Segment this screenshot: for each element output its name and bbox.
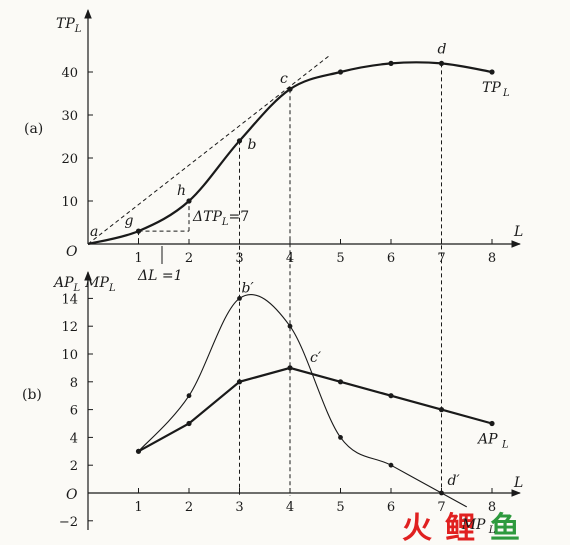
panel-a: (a) TPL L O bbox=[24, 9, 523, 260]
delta-tp-annotation: ΔTPL=7 bbox=[192, 209, 249, 228]
panel-a-x-tick-label: 7 bbox=[437, 251, 445, 266]
panel-b-y-tick-label: 10 bbox=[61, 348, 78, 363]
panel-b-origin: O bbox=[66, 487, 78, 503]
watermark-glyph-3: 鱼 bbox=[490, 511, 520, 545]
panel-b-y-tick-label: 6 bbox=[70, 404, 78, 419]
panel-a-x-tick-label: 1 bbox=[134, 251, 142, 266]
delta-annotations: ΔTPL=7 ΔL =1 bbox=[137, 209, 249, 284]
mp-point bbox=[186, 393, 192, 399]
tp-point bbox=[135, 228, 142, 234]
tp-point bbox=[388, 60, 394, 66]
mp-curve bbox=[138, 294, 468, 508]
panel-b-x-tick-label: 8 bbox=[488, 500, 496, 515]
point-label-b′: b′ bbox=[242, 280, 255, 296]
panel-b-y-tick-label: 14 bbox=[61, 292, 78, 307]
point-label-d: d bbox=[438, 41, 447, 57]
watermark-logo: 火 鲤 鱼 bbox=[402, 511, 520, 545]
point-label-d′: d′ bbox=[448, 473, 461, 489]
panel-b-x-tick-label: 3 bbox=[235, 500, 243, 515]
mp-point bbox=[338, 435, 343, 440]
panel-b-y-tick-label: 8 bbox=[70, 376, 78, 391]
panel-b-y-tick-label: −2 bbox=[59, 515, 78, 530]
mp-point bbox=[287, 323, 293, 329]
mp-point bbox=[388, 462, 394, 468]
panel-b-x-tick-label: 4 bbox=[286, 500, 294, 515]
panel-b-x-tick-label: 7 bbox=[437, 500, 445, 515]
point-label-c: c bbox=[280, 71, 288, 87]
delta-l-annotation: ΔL =1 bbox=[137, 268, 183, 284]
ap-point bbox=[186, 420, 192, 427]
panel-a-label: (a) bbox=[24, 121, 43, 137]
panel-a-x-tick-label: 3 bbox=[235, 251, 243, 266]
panel-b-y-tick-label: 4 bbox=[70, 431, 78, 446]
panel-a-y-tick-label: 10 bbox=[61, 195, 78, 210]
mp-point bbox=[136, 448, 141, 454]
ap-curve bbox=[137, 366, 493, 453]
panel-a-x-label: L bbox=[513, 224, 523, 240]
panel-b-y-label: APL MPL bbox=[52, 275, 116, 294]
point-label-g: g bbox=[125, 213, 134, 229]
point-label-b: b bbox=[248, 137, 257, 153]
panel-b-x-tick-label: 6 bbox=[387, 500, 395, 515]
panel-a-origin: O bbox=[66, 244, 78, 260]
panel-b-x-tick-label: 1 bbox=[134, 500, 142, 515]
panel-b: (b) APL MPL L O bbox=[22, 271, 523, 530]
mp-series-label-sub: L bbox=[488, 525, 496, 536]
mp-point bbox=[237, 296, 242, 301]
point-label-h: h bbox=[177, 183, 186, 199]
mp-series-label: MP bbox=[461, 517, 486, 533]
watermark-glyph-1: 火 bbox=[402, 511, 432, 545]
ap-series-label: AP bbox=[476, 432, 498, 448]
tp-series-label: TP bbox=[482, 80, 501, 96]
panel-b-x-label: L bbox=[513, 475, 523, 491]
point-label-a: a bbox=[90, 224, 98, 240]
tangent-dashed-line bbox=[87, 54, 331, 245]
panel-a-y-tick-label: 20 bbox=[61, 152, 78, 167]
panel-b-y-tick-label: 12 bbox=[61, 320, 78, 335]
ap-point bbox=[489, 420, 495, 427]
ap-point bbox=[287, 365, 293, 371]
tp-point bbox=[438, 60, 445, 66]
tp-point bbox=[186, 198, 192, 204]
tp-point bbox=[489, 69, 495, 75]
panel-a-x-tick-label: 6 bbox=[387, 251, 395, 266]
tp-point bbox=[337, 69, 344, 75]
point-label-c′: c′ bbox=[310, 350, 322, 366]
panel-a-x-tick-label: 2 bbox=[185, 251, 193, 266]
tp-series-label-sub: L bbox=[502, 88, 510, 99]
ap-point bbox=[388, 393, 394, 399]
panel-b-label: (b) bbox=[22, 387, 42, 403]
ap-point bbox=[337, 379, 344, 385]
panel-a-x-tick-label: 8 bbox=[488, 251, 496, 266]
ap-point bbox=[236, 379, 243, 385]
panel-a-x-tick-label: 5 bbox=[336, 251, 344, 266]
panel-a-y-tick-label: 40 bbox=[61, 66, 78, 81]
panel-b-x-tick-label: 2 bbox=[185, 500, 193, 515]
tp-point bbox=[236, 138, 243, 144]
ap-point bbox=[438, 407, 445, 413]
panel-b-y-tick-label: 2 bbox=[70, 459, 78, 474]
ap-series-label-sub: L bbox=[501, 440, 509, 451]
watermark-glyph-2: 鲤 bbox=[445, 511, 475, 545]
tp-point bbox=[287, 86, 293, 92]
mp-point bbox=[439, 490, 444, 496]
panel-b-x-tick-label: 5 bbox=[336, 500, 344, 515]
panel-a-y-tick-label: 30 bbox=[61, 109, 78, 124]
panel-a-y-label: TPL bbox=[56, 16, 82, 35]
